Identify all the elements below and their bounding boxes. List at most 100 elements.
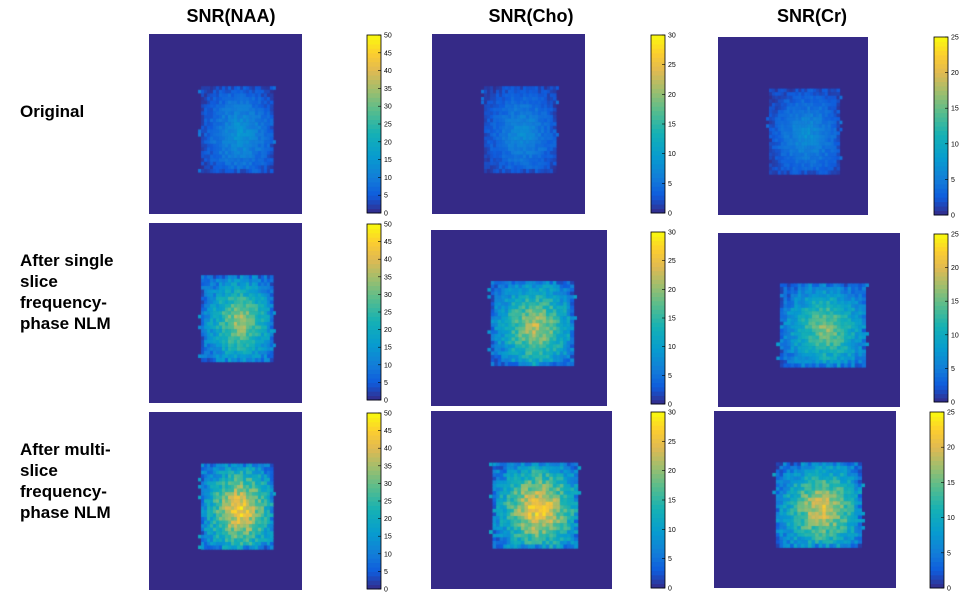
row-label-line: frequency- xyxy=(20,482,107,501)
colorbar-segment xyxy=(651,508,665,514)
colorbar-segment xyxy=(367,386,381,392)
colorbar-segment xyxy=(367,575,381,581)
colorbar-segment xyxy=(930,486,944,492)
colorbar-segment xyxy=(934,54,948,60)
colorbar-segment xyxy=(367,70,381,76)
colorbar-segment xyxy=(651,339,665,345)
colorbar-segment xyxy=(934,263,948,269)
colorbar-tick-label: 10 xyxy=(384,551,392,558)
colorbar-segment xyxy=(367,391,381,397)
colorbar-tick-label: 25 xyxy=(668,62,676,69)
colorbar-segment xyxy=(930,412,944,417)
row-label-line: slice xyxy=(20,461,58,480)
colorbar-segment xyxy=(367,272,381,278)
colorbar-segment xyxy=(934,41,948,47)
colorbar-segment xyxy=(651,75,665,80)
colorbar-segment xyxy=(367,342,381,348)
colorbar-segment xyxy=(367,421,381,427)
colorbar-segment xyxy=(651,305,665,310)
colorbar-tick-label: 40 xyxy=(384,68,392,75)
colorbar-segment xyxy=(651,244,665,250)
colorbar-tick-label: 5 xyxy=(951,366,955,373)
colorbar-segment xyxy=(651,395,665,401)
colorbar-segment xyxy=(367,263,381,269)
colorbar-segment xyxy=(930,552,944,558)
colorbar-segment xyxy=(651,106,665,112)
colorbar-segment xyxy=(651,438,665,444)
colorbar-segment xyxy=(367,285,381,291)
colorbar-segment xyxy=(367,57,381,63)
colorbar-segment xyxy=(934,284,948,290)
colorbar-segment xyxy=(651,300,665,306)
colorbar-segment xyxy=(367,584,381,590)
colorbar-segment xyxy=(367,307,381,313)
colorbar-segment xyxy=(367,558,381,564)
row-label-multi-slice: After multi- slice frequency- phase NLM xyxy=(20,439,145,523)
colorbar-segment xyxy=(651,382,665,388)
colorbar-segment xyxy=(367,501,381,506)
colorbar-segment xyxy=(930,544,944,549)
colorbar-tick-label: 0 xyxy=(668,586,672,593)
colorbar-segment xyxy=(930,456,944,461)
colorbar-tick-label: 35 xyxy=(384,463,392,470)
colorbar-segment xyxy=(651,447,665,453)
colorbar-segment xyxy=(934,126,948,131)
colorbar-segment xyxy=(367,246,381,251)
colorbar-segment xyxy=(367,378,381,383)
colorbar-tick-label: 25 xyxy=(668,439,676,446)
colorbar-segment xyxy=(367,426,381,432)
colorbar-segment xyxy=(651,204,665,210)
colorbar-tick-label: 15 xyxy=(668,316,676,323)
colorbar-segment xyxy=(934,103,948,109)
colorbar-segment xyxy=(934,259,948,264)
colorbar-segment xyxy=(934,45,948,51)
colorbar-segment xyxy=(934,381,948,386)
colorbar-tick-label: 15 xyxy=(951,299,959,306)
colorbar-segment xyxy=(651,190,665,196)
colorbar-segment xyxy=(930,447,944,453)
colorbar-segment xyxy=(367,159,381,165)
colorbar-segment xyxy=(651,574,665,580)
colorbar-segment xyxy=(934,297,948,302)
colorbar-segment xyxy=(934,166,948,171)
colorbar-segment xyxy=(651,478,665,483)
colorbar-segment xyxy=(651,232,665,237)
colorbar-segment xyxy=(367,338,381,344)
colorbar-segment xyxy=(934,322,948,327)
colorbar-segment xyxy=(367,320,381,326)
colorbar-segment xyxy=(367,457,381,462)
colorbar-segment xyxy=(651,279,665,285)
colorbar-segment xyxy=(930,416,944,422)
colorbar-segment xyxy=(930,535,944,541)
colorbar-segment xyxy=(934,72,948,78)
colorbar-segment xyxy=(367,83,381,89)
colorbar-segment xyxy=(367,545,381,550)
heatmap-naa-original xyxy=(149,34,302,214)
colorbar-tick-label: 5 xyxy=(947,550,951,557)
colorbar-segment xyxy=(651,552,665,558)
colorbar-segment xyxy=(930,548,944,554)
colorbar-cr-single-slice: 0 5 10 15 20 25 xyxy=(933,232,959,407)
colorbar-segment xyxy=(367,395,381,401)
colorbar-tick-label: 0 xyxy=(384,398,388,405)
colorbar-segment xyxy=(651,66,665,72)
colorbar-segment xyxy=(651,141,665,147)
colorbar-segment xyxy=(651,535,665,541)
colorbar-segment xyxy=(367,132,381,138)
colorbar-segment xyxy=(930,438,944,444)
colorbar-segment xyxy=(651,539,665,545)
colorbar-segment xyxy=(651,491,665,497)
colorbar-tick-label: 5 xyxy=(668,373,672,380)
colorbar-segment xyxy=(367,523,381,528)
colorbar-segment xyxy=(651,434,665,439)
colorbar-segment xyxy=(934,59,948,65)
colorbar-segment xyxy=(367,137,381,143)
colorbar-segment xyxy=(934,143,948,149)
colorbar-segment xyxy=(651,530,665,536)
colorbar-segment xyxy=(367,329,381,335)
colorbar-segment xyxy=(367,487,381,493)
colorbar-tick-label: 15 xyxy=(947,480,955,487)
colorbar-segment xyxy=(934,139,948,145)
colorbar-segment xyxy=(934,201,948,207)
colorbar-segment xyxy=(367,119,381,125)
